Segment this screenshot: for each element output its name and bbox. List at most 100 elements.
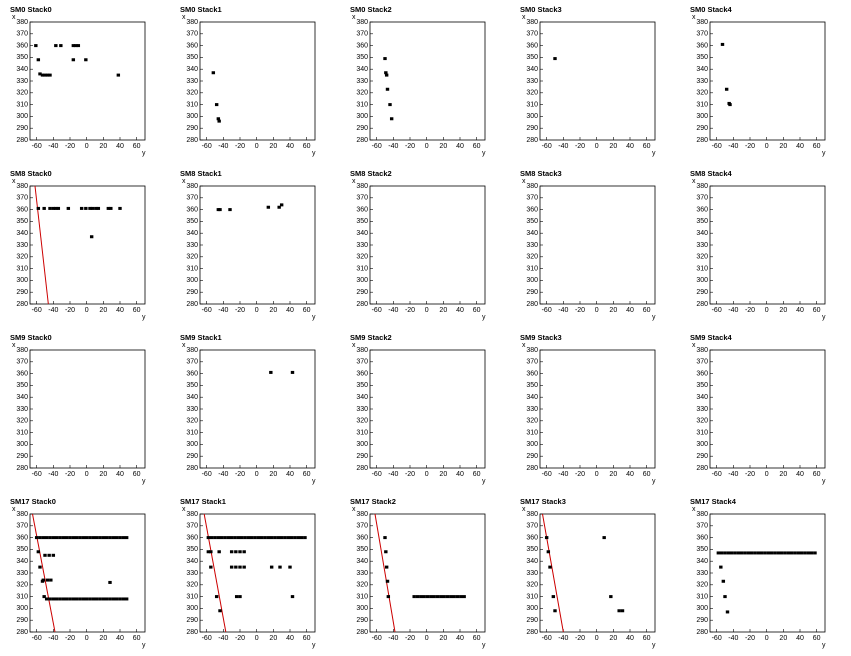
point [209,565,213,569]
y-tick-label: 280 [16,465,28,472]
point [425,595,430,599]
x-tick-label: 20 [609,307,617,314]
point [739,551,744,555]
x-tick-label: 40 [116,635,124,642]
point [602,536,606,540]
y-tick-label: 380 [16,347,28,354]
point [218,208,222,212]
x-tick-label: 0 [255,143,259,150]
x-tick-label: -40 [388,635,398,642]
y-tick-label: 340 [16,66,28,73]
y-tick-label: 280 [696,137,708,144]
point [266,536,271,540]
x-tick-label: 40 [286,471,294,478]
x-tick-label: 40 [796,471,804,478]
point [773,551,777,555]
y-tick-label: 330 [16,406,28,413]
x-tick-label: 20 [99,307,107,314]
y-tick-label: 290 [356,289,368,296]
point [108,580,112,584]
point [384,565,389,569]
x-tick-label: 20 [269,471,277,478]
x-tick-label: 0 [255,635,259,642]
point [71,58,76,62]
point [789,551,794,555]
x-axis-label: y [482,314,486,321]
y-tick-label: 320 [526,418,538,425]
y-tick-label: 310 [526,265,538,272]
x-tick-label: 20 [99,635,107,642]
y-axis-label: x [12,342,16,349]
y-axis-label: x [352,178,356,185]
y-tick-label: 310 [696,101,708,108]
y-tick-label: 320 [696,254,708,261]
point [44,536,49,540]
plot-frame [539,185,656,305]
x-tick-label: 20 [779,143,787,150]
y-tick-label: 360 [356,206,368,213]
x-axis-label: y [822,150,826,157]
point [763,551,767,555]
x-tick-label: 40 [456,143,464,150]
x-tick-label: -40 [48,307,58,314]
y-axis-label: x [692,14,696,21]
y-tick-label: 300 [526,277,538,284]
y-tick-label: 280 [526,301,538,308]
x-tick-label: -20 [745,307,755,314]
y-tick-label: 290 [186,125,198,132]
x-tick-label: 40 [796,143,804,150]
y-tick-label: 360 [696,42,708,49]
plot-frame [29,349,146,469]
x-tick-label: -40 [218,471,228,478]
x-tick-label: 20 [99,143,107,150]
point [114,536,119,540]
y-tick-label: 380 [186,183,198,190]
point [726,551,731,555]
y-tick-label: 360 [526,42,538,49]
y-tick-label: 290 [526,289,538,296]
x-tick-label: 60 [303,143,311,150]
x-tick-label: 60 [473,471,481,478]
y-axis-label: x [182,14,186,21]
y-tick-label: 280 [16,137,28,144]
point [783,551,787,555]
y-tick-label: 380 [526,183,538,190]
point [54,597,59,601]
x-tick-label: -20 [65,143,75,150]
y-tick-label: 380 [526,19,538,26]
y-axis-label: x [692,506,696,513]
x-tick-label: -40 [728,143,738,150]
x-tick-label: 0 [765,471,769,478]
point [209,536,214,540]
point [104,597,109,601]
point [51,553,56,557]
point [239,536,244,540]
x-tick-label: 40 [116,143,124,150]
point [288,565,292,569]
y-axis-label: x [692,178,696,185]
y-tick-label: 340 [356,558,368,565]
point [84,597,89,601]
y-tick-label: 360 [16,534,28,541]
point [216,117,221,121]
x-tick-label: 60 [643,143,651,150]
x-tick-label: -40 [728,471,738,478]
x-tick-label: -60 [372,143,382,150]
point [48,206,52,210]
y-tick-label: 380 [356,511,368,518]
plot-frame [539,513,656,633]
point [41,536,46,540]
y-tick-label: 350 [186,546,198,553]
point [779,551,784,555]
panel-title: SM8 Stack2 [350,169,392,178]
y-tick-label: 350 [16,382,28,389]
y-tick-label: 290 [186,453,198,460]
point [111,597,116,601]
y-tick-label: 290 [696,289,708,296]
y-tick-label: 370 [16,31,28,38]
point [266,205,271,209]
x-axis-label: y [482,150,486,157]
x-axis-label: y [312,642,316,649]
y-tick-label: 280 [186,301,198,308]
y-tick-label: 370 [356,359,368,366]
